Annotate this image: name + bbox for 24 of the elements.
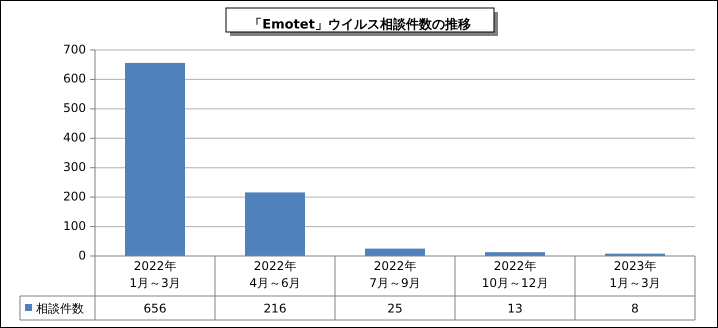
data-label: 8 [631,301,639,316]
y-tick-label: 300 [63,160,86,174]
y-tick-label: 600 [63,72,86,86]
y-tick-label: 100 [63,218,86,233]
bar [245,192,305,256]
y-tick-label: 0 [78,248,86,262]
data-label: 656 [144,301,166,316]
x-tick-label: 2022年 4月～6月 [249,259,301,290]
data-label: 25 [387,301,403,316]
data-label: 216 [264,301,286,316]
y-tick-label: 200 [63,189,86,204]
bar [365,248,425,256]
legend-label: 相談件数 [36,301,84,316]
x-tick-label: 2022年 7月～9月 [369,259,421,290]
chart-title: 「Emotet」ウイルス相談件数の推移 [249,16,471,33]
bar [485,252,545,256]
x-tick-label: 2022年 10月～12月 [482,259,548,290]
y-tick-label: 700 [63,42,86,56]
data-label: 13 [507,301,523,316]
y-tick-label: 400 [63,130,86,145]
bar [125,62,185,256]
x-tick-label: 2022年 1月～3月 [129,259,181,290]
y-tick-label: 500 [63,101,86,116]
x-tick-label: 2023年 1月～3月 [609,259,661,290]
